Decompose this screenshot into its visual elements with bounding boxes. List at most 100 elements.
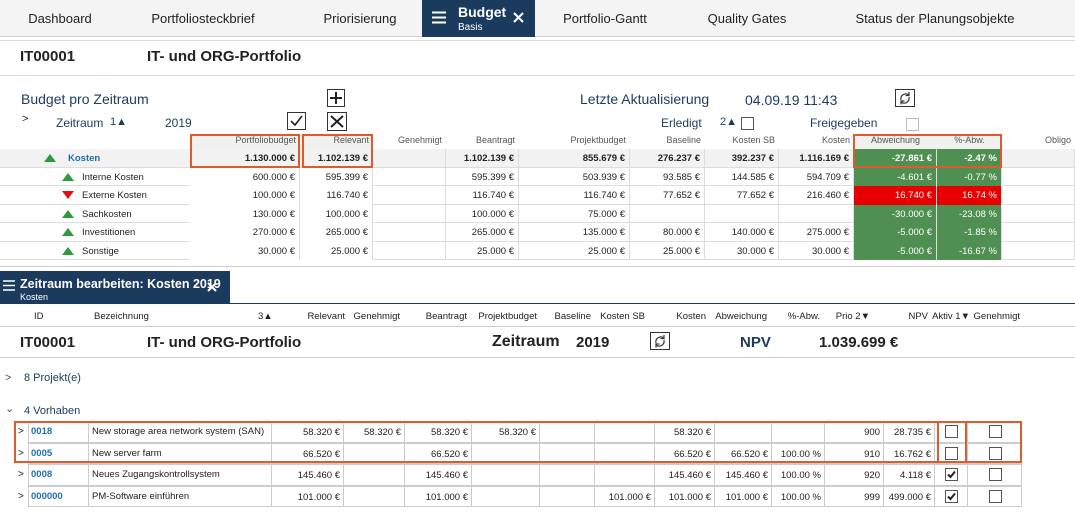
column-header: Obligo (1044, 135, 1071, 145)
row-name: Neues Zugangskontrollsystem (92, 469, 220, 480)
group-label[interactable]: 8 Projekt(e) (24, 372, 81, 384)
budget-cell (1002, 167, 1075, 186)
budget-cell: 25.000 € (630, 241, 705, 260)
close-icon[interactable] (207, 282, 217, 292)
name-cell (88, 442, 272, 464)
tab-label[interactable]: Quality Gates (707, 11, 787, 26)
section-divider (0, 266, 1075, 267)
refresh-button[interactable] (895, 89, 915, 107)
budget-row (0, 242, 1075, 260)
tab-label[interactable]: Portfolio-Gantt (563, 11, 647, 26)
add-button[interactable] (327, 89, 345, 107)
confirm-button[interactable] (287, 112, 306, 130)
table-cell: 16.762 € (884, 442, 935, 464)
done-checkbox[interactable] (741, 117, 754, 130)
table-cell (540, 442, 595, 464)
summary-row (0, 326, 1075, 358)
genehmigt-checkbox[interactable] (989, 468, 1002, 481)
genehmigt-checkbox[interactable] (989, 489, 1002, 503)
table-cell: 145.460 € (405, 464, 472, 486)
table-cell: 101.000 € (272, 485, 344, 507)
last-update: 04.09.19 11:43 (745, 92, 838, 108)
budget-cell (1002, 186, 1075, 205)
aktiv-checkbox[interactable] (945, 489, 958, 503)
panel-title: Zeitraum bearbeiten: Kosten 2019 (20, 277, 221, 291)
tab-label[interactable]: Portfoliosteckbrief (151, 11, 255, 26)
budget-cell (373, 241, 446, 260)
budget-cell: -16.67 % (937, 241, 1002, 260)
released-checkbox[interactable] (906, 118, 919, 131)
tab-label[interactable]: Status der Planungsobjekte (855, 11, 1015, 26)
aktiv-checkbox[interactable] (945, 446, 958, 460)
genehmigt-checkbox[interactable] (989, 446, 1002, 460)
budget-cell: 265.000 € (300, 223, 373, 242)
table-cell: 145.460 € (715, 464, 772, 486)
close-icon[interactable] (513, 12, 524, 23)
table-cell (968, 464, 1022, 486)
row-name: Sachkosten (82, 208, 132, 220)
aktiv-checkbox[interactable] (945, 468, 958, 481)
column-header: Portfoliobudget (190, 135, 300, 149)
highlight-box (190, 134, 300, 168)
menu-icon[interactable] (3, 280, 15, 291)
budget-cell: 275.000 € (779, 223, 854, 242)
name-cell (88, 464, 272, 486)
table-cell (344, 464, 405, 486)
budget-cell: 595.399 € (300, 167, 373, 186)
cancel-button[interactable] (327, 112, 347, 131)
table-cell: 66.520 € (655, 442, 715, 464)
column-header: Baseline (554, 311, 591, 322)
budget-cell: 140.000 € (705, 223, 779, 242)
table-cell: 499.000 € (884, 485, 935, 507)
row-id[interactable]: 0005 (31, 447, 53, 459)
table-cell (344, 442, 405, 464)
done-label: Erledigt (661, 116, 702, 130)
budget-cell: 855.679 € (519, 149, 630, 168)
aktiv-checkbox[interactable] (945, 425, 958, 438)
row-name: PM-Software einführen (92, 490, 190, 502)
budget-cell: 216.460 € (779, 186, 854, 205)
last-update-label: Letzte Aktualisierung (580, 91, 710, 107)
expand-caret[interactable]: > (5, 372, 12, 384)
budget-row (0, 168, 1075, 186)
row-caret[interactable]: > (18, 447, 24, 459)
row-id[interactable]: 0008 (31, 469, 53, 480)
row-caret[interactable]: > (18, 490, 24, 502)
table-cell (540, 464, 595, 486)
column-header: Beantragt (475, 135, 515, 145)
column-header: Kosten SB (732, 135, 775, 145)
budget-cell: 594.709 € (779, 167, 854, 186)
row-id[interactable]: 0018 (31, 426, 53, 437)
table-cell: 100.00 % (772, 442, 825, 464)
budget-cell: 100.000 € (300, 204, 373, 223)
row-caret[interactable]: > (18, 469, 24, 480)
panel-subtitle: Kosten (20, 292, 49, 302)
column-header: Kosten SB (600, 311, 645, 322)
row-caret[interactable]: > (18, 426, 24, 437)
budget-cell: 25.000 € (300, 241, 373, 260)
budget-cell: -23.08 % (937, 204, 1002, 223)
table-cell: 999 (825, 485, 884, 507)
trend-icon (62, 246, 74, 255)
row-id[interactable]: 000000 (31, 490, 63, 502)
column-header: Projektbudget (478, 311, 537, 322)
genehmigt-checkbox[interactable] (989, 425, 1002, 438)
column-header: Baseline (666, 135, 701, 145)
menu-icon[interactable] (432, 11, 446, 24)
budget-cell: 25.000 € (446, 241, 519, 260)
budget-cell (630, 204, 705, 223)
budget-cell: -5.000 € (854, 241, 937, 260)
column-header: Kosten (821, 135, 850, 145)
tab-label[interactable]: Dashboard (28, 11, 92, 26)
tab-label[interactable]: Budget (458, 4, 507, 20)
group-label[interactable]: 4 Vorhaben (24, 405, 81, 417)
expand-caret[interactable]: > (22, 113, 29, 125)
column-header: Abweichung (854, 135, 937, 149)
budget-cell (373, 167, 446, 186)
refresh-button[interactable] (650, 332, 670, 350)
tab-label[interactable]: Priorisierung (323, 11, 397, 26)
released-label: Freigegeben (810, 116, 878, 130)
column-header: Beantragt (425, 311, 467, 322)
budget-cell: 595.399 € (446, 167, 519, 186)
collapse-caret[interactable]: ⌄ (5, 403, 15, 415)
